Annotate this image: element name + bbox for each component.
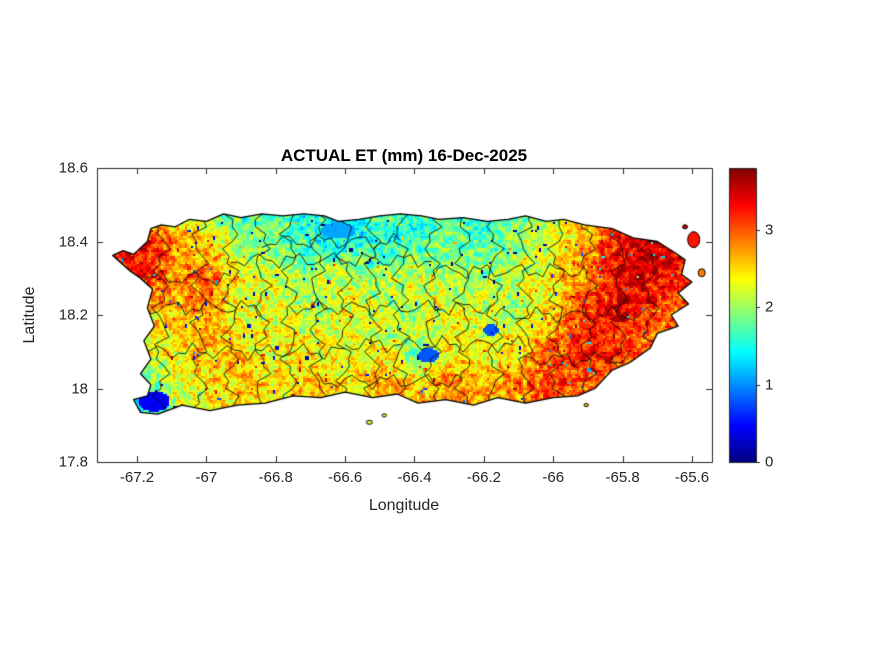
x-tick-label: -66.4: [397, 469, 432, 486]
y-tick-label: 18.6: [58, 159, 88, 177]
y-tick-label: 18.2: [58, 306, 88, 324]
x-tick-label: -66.2: [466, 469, 501, 486]
y-tick-label: 18: [71, 380, 88, 397]
colorbar-tick-label: 3: [765, 221, 774, 239]
x-tick-label: -66.6: [328, 469, 363, 486]
x-tick-label: -67: [195, 469, 218, 486]
x-axis-label: Longitude: [368, 497, 440, 514]
y-axis-label: Latitude: [21, 286, 38, 344]
x-tick-label: -65.6: [674, 469, 710, 486]
x-tick-label: -67.2: [119, 469, 155, 486]
colorbar-tick-label: 2: [765, 298, 774, 316]
y-tick-label: 17.8: [58, 453, 88, 471]
colorbar-tick-label: 1: [765, 376, 774, 394]
x-tick-label: -65.8: [605, 469, 640, 486]
y-tick-label: 18.4: [58, 233, 88, 250]
colorbar-tick-label: 0: [765, 453, 774, 471]
x-tick-label: -66: [542, 469, 565, 486]
chart-title: ACTUAL ET (mm) 16-Dec-2025: [280, 146, 528, 165]
x-tick-label: -66.8: [258, 469, 293, 486]
